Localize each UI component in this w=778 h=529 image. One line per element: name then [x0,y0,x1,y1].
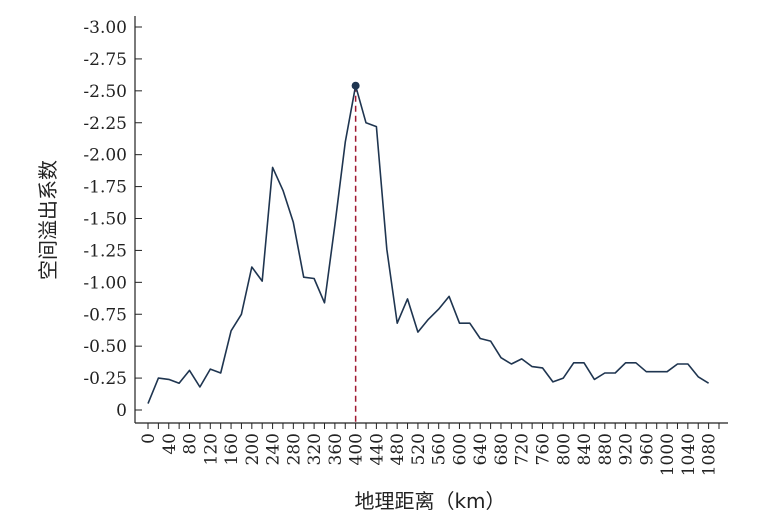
y-tick-label: -2.25 [83,114,127,134]
x-tick-label: 240 [264,433,284,465]
y-ticks: 0 -0.25 -0.50 -0.75 -1.00 -1.25 -1.50 -1.75 -2.0… [83,18,142,421]
x-tick-label: 560 [430,433,450,465]
x-tick-label: 160 [222,433,242,465]
x-tick-label: 520 [409,433,429,465]
y-tick-label: -1.25 [83,241,127,261]
x-tick-label: 80 [181,433,201,455]
y-tick-label: -0.25 [83,369,127,389]
y-tick-label: 0 [116,401,127,421]
y-axis-title: 空间溢出系数 [36,160,60,280]
x-tick-label: 200 [243,433,263,465]
x-tick-label: 640 [471,433,491,465]
y-tick-label: -1.50 [83,210,127,230]
y-tick-label: -0.75 [83,305,127,325]
x-tick-label: 360 [326,433,346,465]
x-tick-label: 400 [347,433,367,465]
y-tick-label: -0.50 [83,337,127,357]
x-axis-title: 地理距离（km） [354,489,505,513]
x-tick-label: 600 [450,433,470,465]
x-tick-label: 0 [139,433,159,444]
series-line [147,84,710,404]
x-tick-label: 760 [534,433,554,465]
x-tick-label: 920 [617,433,637,465]
x-tick-label: 120 [201,433,221,465]
x-tick-label: 40 [160,433,180,455]
axes-layer [134,16,728,424]
y-tick-label: -2.75 [83,50,127,70]
y-tick-label: -2.50 [83,82,127,102]
peak-marker [351,81,360,90]
x-ticks: 0 40 80 120 160 200 240 280 320 360 400 440 480 520 56… [139,423,720,476]
x-tick-label: 1080 [700,433,720,476]
x-tick-label: 1040 [679,433,699,476]
x-tick-label: 440 [367,433,387,465]
x-tick-label: 1000 [658,433,678,476]
x-tick-label: 480 [388,433,408,465]
x-tick-label: 840 [575,433,595,465]
y-tick-label: -3.00 [83,18,127,38]
x-tick-label: 880 [596,433,616,465]
y-tick-label: -1.00 [83,273,127,293]
x-tick-label: 680 [492,433,512,465]
x-tick-label: 720 [513,433,533,465]
x-tick-label: 800 [554,433,574,465]
x-tick-label: 320 [305,433,325,465]
y-tick-label: -1.75 [83,178,127,198]
x-tick-label: 960 [637,433,657,465]
x-tick-label: 280 [284,433,304,465]
y-tick-label: -2.00 [83,146,127,166]
